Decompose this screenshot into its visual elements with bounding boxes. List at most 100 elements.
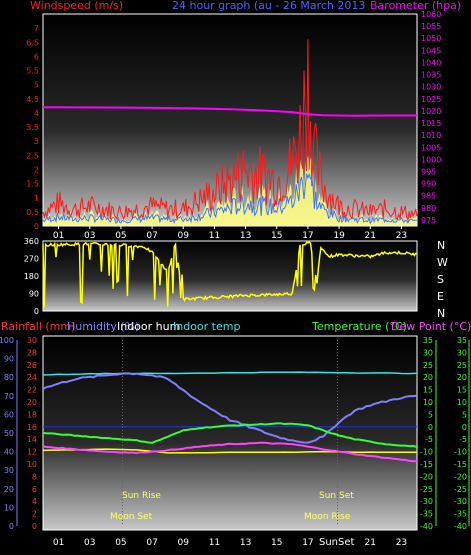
hour-tick-13: 13 — [240, 538, 251, 548]
windspeed-tick-3: 3 — [34, 137, 39, 146]
windspeed-tick-4: 4 — [34, 109, 39, 118]
direction-tick-270: 270 — [24, 255, 39, 264]
rainfall-tick-4: 4 — [32, 497, 37, 506]
compass-N-4: N — [437, 307, 445, 320]
barometer-tick-980: 980 — [421, 204, 436, 213]
temperature-axis-label: Temperature (°C) — [311, 320, 407, 333]
hour-tick-13: 13 — [240, 231, 251, 241]
sun-rise-label: Sun Rise — [122, 491, 161, 501]
windspeed-tick-1: 1 — [34, 194, 39, 203]
rainfall-tick-30: 30 — [27, 336, 37, 345]
barometer-tick-1040: 1040 — [421, 58, 441, 67]
dewpoint-tick--30: -30 — [454, 497, 467, 506]
sun-moon-annotations: Sun Rise Moon Set Sun Set Moon Rise SunS… — [110, 491, 355, 548]
dewpoint-tick--25: -25 — [454, 485, 467, 494]
dewpoint-tick-0: 0 — [462, 423, 467, 432]
rainfall-tick-10: 10 — [27, 460, 37, 469]
barometer-line — [42, 106, 417, 117]
rainfall-axis-label: Rainfall (mm) — [1, 320, 75, 333]
barometer-tick-1000: 1000 — [421, 155, 441, 164]
temperature-tick-5: 5 — [428, 410, 433, 419]
windspeed-tick-1.5: 1.5 — [26, 180, 39, 189]
barometer-tick-975: 975 — [421, 216, 436, 225]
temperature-tick--25: -25 — [420, 485, 433, 494]
rainfall-tick-26: 26 — [27, 361, 37, 370]
rainfall-tick-24: 24 — [27, 373, 37, 382]
temperature-tick--30: -30 — [420, 497, 433, 506]
rainfall-tick-12: 12 — [27, 448, 37, 457]
humidity-tick-10: 10 — [4, 503, 14, 512]
compass-S-2: S — [437, 273, 444, 286]
humidity-tick-labels: 0 10 20 30 40 50 60 70 80 90 100 — [0, 336, 18, 531]
rainfall-tick-2: 2 — [32, 510, 37, 519]
indoor-temp-label: Indoor temp — [173, 320, 240, 333]
panel3-marks — [42, 371, 418, 463]
humidity-tick-40: 40 — [4, 448, 14, 457]
hour-tick-19: 19 — [333, 231, 345, 241]
direction-plot-area — [42, 240, 418, 312]
compass-N-0: N — [437, 239, 445, 252]
humidity-tick-60: 60 — [4, 410, 14, 419]
hour-tick-07: 07 — [146, 538, 157, 548]
dewpoint-tick--20: -20 — [454, 472, 467, 481]
windspeed-tick-0.5: 0.5 — [26, 208, 39, 217]
indoor-temp-line — [42, 371, 418, 376]
barometer-tick-1010: 1010 — [421, 131, 441, 140]
barometer-tick-1060: 1060 — [421, 10, 441, 19]
windspeed-tick-2.5: 2.5 — [26, 151, 39, 160]
windspeed-tick-6.5: 6.5 — [26, 38, 39, 47]
hour-tick-21: 21 — [365, 538, 376, 548]
temperature-line — [42, 422, 418, 448]
barometer-tick-1055: 1055 — [421, 22, 441, 31]
hour-tick-17: 17 — [302, 538, 313, 548]
wind-run-area — [43, 152, 417, 226]
hour-tick-03: 03 — [84, 231, 95, 241]
hour-tick-23: 23 — [396, 231, 407, 241]
direction-tick-90: 90 — [29, 290, 39, 299]
windspeed-tick-5: 5 — [34, 81, 39, 90]
windspeed-tick-labels: 0 0.5 1 1.5 2 2.5 3 3.5 4 4.5 5 5.5 6 6.5 7 — [26, 24, 39, 231]
humidity-tick-80: 80 — [4, 373, 14, 382]
moon-set-label: Moon Set — [110, 512, 153, 522]
hour-tick-07: 07 — [146, 231, 157, 241]
hour-tick-09: 09 — [178, 538, 190, 548]
humidity-tick-0: 0 — [9, 522, 14, 531]
humidity-tick-50: 50 — [4, 429, 14, 438]
barometer-tick-1030: 1030 — [421, 83, 441, 92]
barometer-tick-labels: 975 980 985 990 995 1000 1005 1010 1015 1020 1025 1… — [421, 10, 441, 225]
temperature-tick-0: 0 — [428, 423, 433, 432]
moon-rise-label: Moon Rise — [304, 512, 351, 522]
humidity-line — [42, 372, 418, 444]
panel1-hour-tick-labels: 01 03 05 07 09 11 13 15 17 19 21 23 — [53, 231, 407, 241]
dewpoint-tick-15: 15 — [457, 386, 467, 395]
temperature-tick--40: -40 — [420, 522, 433, 531]
temperature-tick--20: -20 — [420, 472, 433, 481]
hour-tick-01: 01 — [53, 231, 64, 241]
bottom-sunset-label: SunSet — [319, 537, 355, 548]
hour-tick-15: 15 — [271, 231, 282, 241]
barometer-tick-1020: 1020 — [421, 107, 441, 116]
hour-tick-05: 05 — [115, 231, 126, 241]
panel3-hour-tick-labels: 01 03 05 07 09 11 13 15 17 21 23 — [53, 538, 407, 548]
hour-tick-09: 09 — [178, 231, 190, 241]
temperature-tick--5: -5 — [425, 435, 433, 444]
rainfall-tick-22: 22 — [27, 386, 37, 395]
barometer-tick-1015: 1015 — [421, 119, 441, 128]
temperature-tick--15: -15 — [420, 460, 433, 469]
windspeed-tick-0: 0 — [34, 222, 39, 231]
dewpoint-tick-20: 20 — [457, 373, 467, 382]
windspeed-tick-6: 6 — [34, 52, 39, 61]
dewpoint-tick-30: 30 — [457, 348, 467, 357]
dewpoint-tick--40: -40 — [454, 522, 467, 531]
dewpoint-line — [42, 441, 417, 463]
direction-tick-labels: 0 90 180 270 360 — [24, 237, 39, 316]
rainfall-tick-20: 20 — [27, 398, 37, 407]
panel3-grid — [43, 340, 417, 526]
barometer-tick-1025: 1025 — [421, 95, 441, 104]
panel1-grid — [58, 226, 402, 229]
panel1-marks — [42, 39, 418, 226]
rainfall-tick-14: 14 — [27, 435, 37, 444]
indoor-hum-label: Indoor hum — [117, 320, 180, 333]
direction-tick-360: 360 — [24, 237, 39, 246]
